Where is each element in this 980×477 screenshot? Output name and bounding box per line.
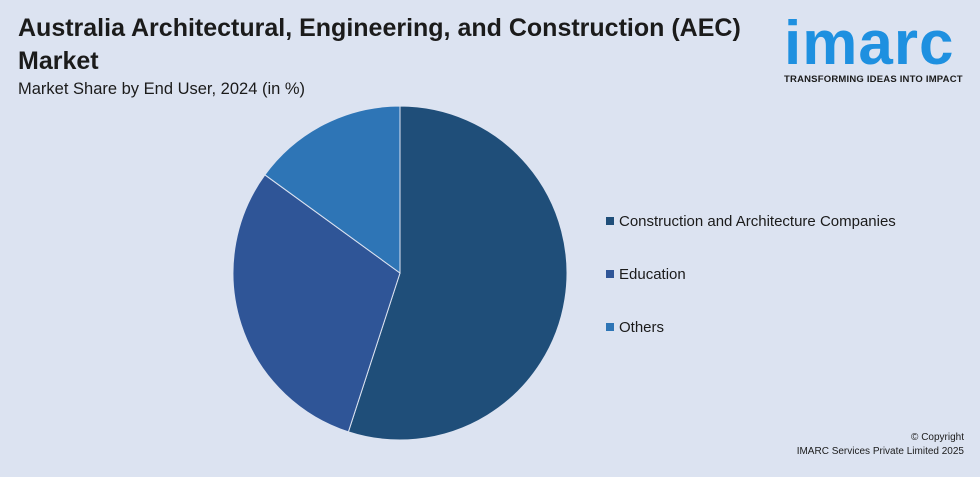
copyright-line: © Copyright xyxy=(911,432,964,443)
legend-swatch xyxy=(606,217,614,225)
chart-legend: Construction and Architecture Companies … xyxy=(606,210,896,369)
chart-title: Australia Architectural, Engineering, an… xyxy=(18,14,741,75)
pie-slice-others xyxy=(264,105,401,274)
legend-swatch xyxy=(606,270,614,278)
company-line: IMARC Services Private Limited 2025 xyxy=(796,446,964,457)
logo-wordmark-art: imarc xyxy=(784,9,954,78)
logo-wordmark: imarc xyxy=(784,9,974,78)
logo-tagline: TRANSFORMING IDEAS INTO IMPACT xyxy=(784,74,963,85)
imarc-logo: imarc TRANSFORMING IDEAS INTO IMPACT xyxy=(784,9,974,85)
legend-item-construction: Construction and Architecture Companies xyxy=(606,210,896,232)
svg-text:imarc: imarc xyxy=(784,10,954,72)
pie-slice-education xyxy=(232,174,401,433)
copyright-footer: © Copyright IMARC Services Private Limit… xyxy=(797,431,964,459)
legend-label: Education xyxy=(619,265,686,283)
legend-item-education: Education xyxy=(606,263,896,285)
pie-slice-construction-and-architecture-companies xyxy=(347,105,568,441)
legend-item-others: Others xyxy=(606,316,896,338)
legend-label: Construction and Architecture Companies xyxy=(619,212,896,230)
legend-swatch xyxy=(606,323,614,331)
legend-label: Others xyxy=(619,318,665,336)
chart-subtitle: Market Share by End User, 2024 (in %) xyxy=(18,80,306,98)
